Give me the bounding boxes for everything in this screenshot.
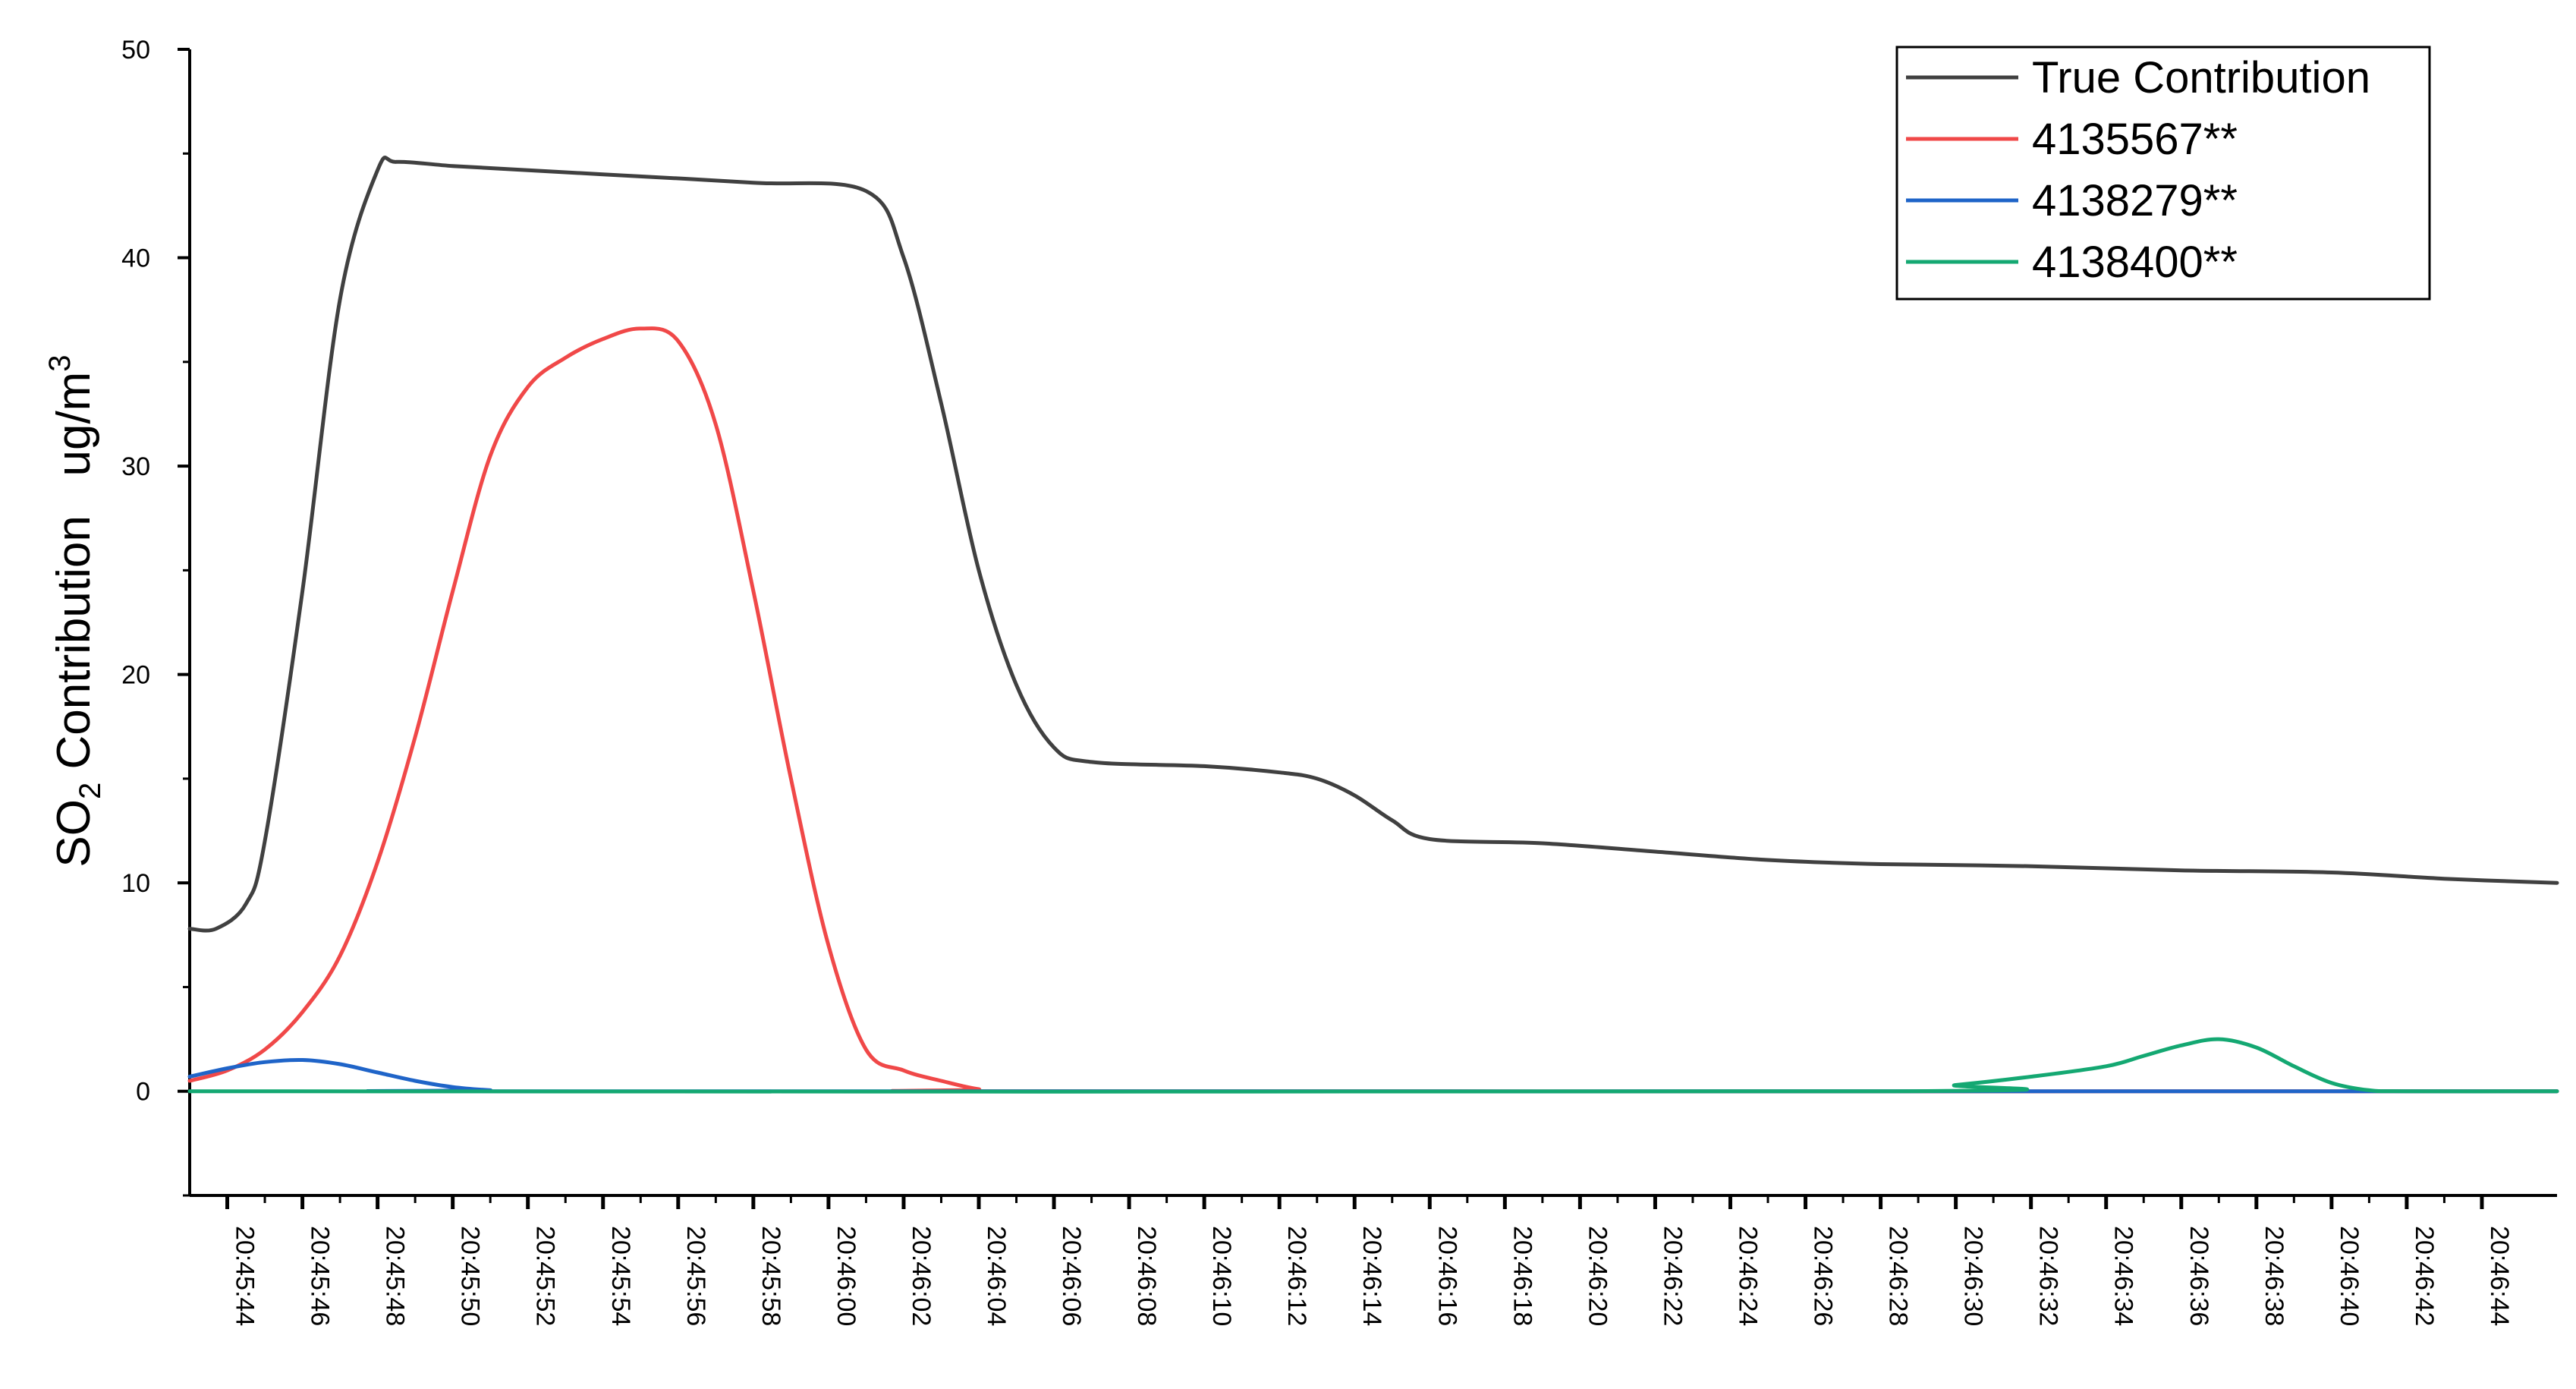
series-line-true-contribution [187, 156, 2559, 933]
y-tick-label: 50 [121, 36, 150, 65]
series-line-4138279 [187, 1057, 2559, 1094]
y-tick-label: 10 [121, 869, 150, 898]
series-line-4138400 [187, 1037, 2559, 1094]
x-tick-label: 20:46:26 [1809, 1226, 1838, 1326]
x-tick-label: 20:45:46 [306, 1226, 335, 1326]
x-tick-label: 20:46:06 [1057, 1226, 1086, 1326]
x-tick-label: 20:46:08 [1132, 1226, 1161, 1326]
x-tick-label: 20:45:48 [381, 1226, 410, 1326]
x-tick-label: 20:46:24 [1733, 1226, 1762, 1326]
x-tick-label: 20:46:44 [2485, 1226, 2514, 1326]
y-axis-title: SO2 Contribution ug/m3 [43, 354, 107, 867]
x-tick-label: 20:45:54 [606, 1226, 635, 1326]
x-tick-label: 20:46:04 [982, 1226, 1011, 1326]
x-tick-label: 20:46:00 [832, 1226, 860, 1326]
legend-label-4138400: 4138400** [2032, 238, 2238, 287]
legend-label-4138279: 4138279** [2032, 176, 2238, 225]
y-axis-title-rest: Contribution ug/m [48, 372, 100, 783]
y-tick-label: 0 [136, 1078, 150, 1107]
x-tick-label: 20:46:34 [2109, 1226, 2138, 1326]
axes: 0 10 20 30 40 50 20:45:44 20:45:46 20:45:48 20:45… [121, 36, 2557, 1326]
x-tick-label: 20:46:42 [2410, 1226, 2439, 1326]
x-tick-label: 20:46:32 [2034, 1226, 2063, 1326]
legend-label-true-contribution: True Contribution [2032, 53, 2370, 102]
y-tick-label: 40 [121, 244, 150, 273]
x-tick-label: 20:46:16 [1433, 1226, 1461, 1326]
x-tick-label: 20:46:14 [1357, 1226, 1386, 1326]
x-tick-label: 20:46:10 [1207, 1226, 1236, 1326]
x-tick-label: 20:46:28 [1884, 1226, 1913, 1326]
x-tick-label: 20:45:58 [756, 1226, 785, 1326]
legend-box [1895, 46, 2431, 301]
y-axis-title-superscript: 3 [43, 354, 77, 371]
x-tick-label: 20:46:40 [2335, 1226, 2364, 1326]
legend: True Contribution 4135567** 4138279** 41384… [1895, 46, 2431, 301]
x-tick-label: 20:46:02 [907, 1226, 936, 1326]
legend-label-4135567: 4135567** [2032, 115, 2238, 164]
x-tick-label: 20:46:22 [1658, 1226, 1687, 1326]
series-line-4135567 [187, 326, 2559, 1094]
x-tick-label: 20:45:52 [531, 1226, 560, 1326]
series-lines [187, 156, 2559, 1094]
y-tick-label: 20 [121, 661, 150, 690]
x-tick-label: 20:46:30 [1959, 1226, 1988, 1326]
x-tick-label: 20:46:20 [1583, 1226, 1612, 1326]
y-axis-title-main: SO [48, 799, 100, 868]
x-tick-label: 20:45:44 [231, 1226, 259, 1326]
x-tick-label: 20:46:36 [2184, 1226, 2213, 1326]
x-tick-label: 20:46:12 [1282, 1226, 1311, 1326]
x-tick-label: 20:46:18 [1508, 1226, 1536, 1326]
x-tick-label: 20:45:56 [681, 1226, 710, 1326]
y-tick-label: 30 [121, 452, 150, 481]
x-tick-label: 20:45:50 [456, 1226, 485, 1326]
y-axis-title-subscript: 2 [74, 783, 107, 799]
x-tick-label: 20:46:38 [2260, 1226, 2288, 1326]
